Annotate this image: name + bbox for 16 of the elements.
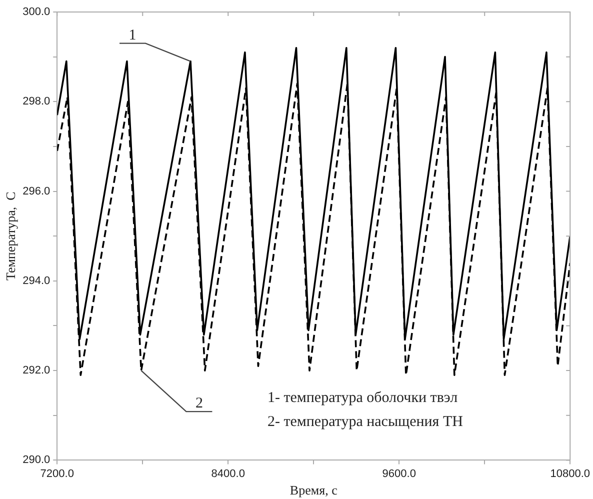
annotation: 2: [195, 396, 203, 412]
x-tick-label: 9600.0: [382, 468, 416, 480]
y-tick-label: 292.0: [22, 364, 50, 377]
x-tick-label: 7200.0: [40, 468, 74, 480]
x-tick-label: 8400.0: [211, 468, 245, 480]
annotation: 1- температура оболочки твэл: [267, 390, 458, 406]
x-axis-title: Время, с: [290, 482, 338, 498]
y-tick-label: 300.0: [22, 6, 50, 18]
annotation: 1: [128, 27, 136, 44]
y-tick-label: 298.0: [22, 96, 50, 108]
annotation: 2- температура насыщения ТН: [267, 414, 464, 430]
y-tick-label: 294.0: [22, 274, 50, 287]
y-tick-label: 296.0: [22, 185, 50, 198]
x-tick-label: 10800.0: [550, 468, 590, 480]
y-tick-label: 290.0: [22, 454, 50, 466]
y-axis-title: Температура, С: [3, 192, 18, 281]
